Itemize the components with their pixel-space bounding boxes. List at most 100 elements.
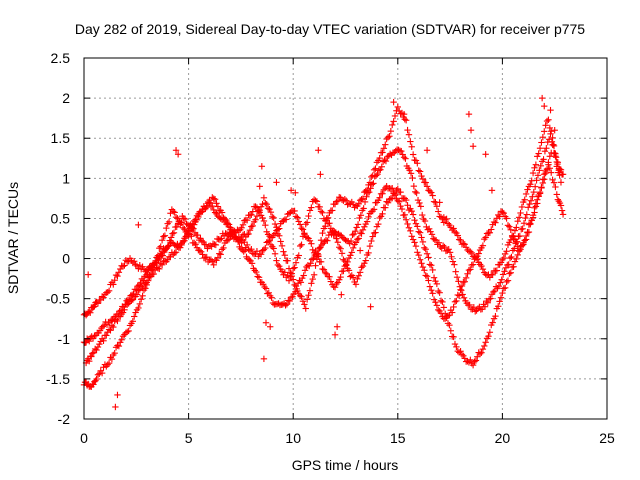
data-point bbox=[370, 166, 378, 174]
data-point bbox=[225, 236, 233, 243]
data-point bbox=[496, 298, 503, 305]
data-point bbox=[513, 255, 520, 263]
data-point bbox=[382, 141, 389, 148]
data-point bbox=[91, 332, 98, 340]
data-point bbox=[292, 189, 299, 196]
data-point bbox=[493, 267, 501, 274]
data-point bbox=[170, 229, 178, 237]
data-point bbox=[505, 261, 512, 268]
data-point bbox=[549, 134, 556, 142]
data-point bbox=[166, 237, 173, 244]
data-point bbox=[273, 179, 280, 186]
data-point bbox=[479, 242, 487, 249]
data-point bbox=[160, 233, 167, 240]
data-point bbox=[331, 284, 339, 291]
y-tick-label: 1 bbox=[62, 170, 70, 186]
data-point bbox=[406, 167, 413, 174]
data-point bbox=[258, 163, 266, 170]
data-point bbox=[253, 248, 261, 255]
data-point bbox=[359, 226, 367, 234]
data-point bbox=[362, 257, 369, 264]
data-point bbox=[511, 245, 518, 252]
data-point bbox=[405, 224, 413, 231]
data-point bbox=[534, 200, 541, 207]
data-point bbox=[441, 243, 448, 251]
data-point bbox=[202, 254, 209, 262]
data-point bbox=[363, 193, 370, 200]
data-point bbox=[129, 318, 137, 325]
data-point bbox=[425, 254, 432, 261]
data-point bbox=[167, 234, 175, 241]
data-point bbox=[94, 371, 102, 378]
data-point bbox=[485, 333, 492, 340]
data-point bbox=[293, 285, 300, 293]
data-point bbox=[273, 300, 281, 308]
data-point bbox=[372, 165, 379, 172]
data-point bbox=[523, 211, 531, 218]
data-point bbox=[412, 220, 420, 227]
data-point bbox=[269, 299, 277, 307]
data-point bbox=[354, 275, 361, 283]
data-point bbox=[389, 121, 396, 129]
data-point bbox=[115, 342, 123, 350]
data-point bbox=[246, 227, 254, 234]
data-point bbox=[188, 223, 195, 230]
data-point bbox=[384, 199, 392, 206]
data-point bbox=[545, 161, 552, 168]
data-point bbox=[170, 208, 177, 215]
data-point bbox=[333, 198, 340, 205]
data-point bbox=[447, 327, 454, 334]
data-point bbox=[292, 213, 300, 220]
data-point bbox=[281, 252, 289, 259]
data-point bbox=[397, 188, 404, 196]
data-point bbox=[264, 238, 272, 245]
data-point bbox=[111, 349, 118, 357]
data-point bbox=[361, 223, 368, 230]
data-point bbox=[550, 142, 558, 150]
data-point bbox=[163, 224, 170, 232]
data-point bbox=[121, 306, 128, 314]
data-point bbox=[291, 281, 298, 289]
data-point bbox=[429, 290, 436, 297]
data-point bbox=[503, 278, 510, 286]
data-point bbox=[253, 268, 260, 276]
data-point bbox=[535, 193, 542, 200]
data-point bbox=[188, 233, 195, 240]
data-point bbox=[262, 244, 269, 252]
data-point bbox=[538, 139, 545, 146]
y-tick-label: 2 bbox=[62, 90, 70, 106]
data-point bbox=[174, 215, 181, 222]
data-point bbox=[260, 194, 268, 201]
data-point bbox=[548, 138, 556, 145]
data-point bbox=[414, 223, 421, 230]
data-point bbox=[525, 204, 532, 211]
data-point bbox=[312, 262, 319, 269]
data-point bbox=[270, 245, 277, 252]
data-point bbox=[179, 238, 187, 246]
data-point bbox=[400, 154, 408, 161]
data-point bbox=[91, 303, 98, 310]
data-point bbox=[309, 246, 316, 254]
data-point bbox=[412, 242, 420, 250]
data-point bbox=[426, 283, 434, 290]
data-point bbox=[334, 197, 342, 205]
data-point bbox=[312, 197, 319, 204]
data-point bbox=[322, 236, 330, 244]
data-point bbox=[545, 116, 552, 123]
data-point bbox=[552, 154, 560, 161]
data-point bbox=[331, 331, 339, 338]
data-point bbox=[276, 263, 283, 270]
data-point bbox=[502, 264, 510, 272]
data-point bbox=[270, 214, 277, 222]
data-point bbox=[209, 240, 217, 247]
data-point bbox=[418, 172, 425, 180]
data-point bbox=[532, 161, 540, 168]
data-point bbox=[408, 233, 415, 240]
data-point bbox=[478, 349, 485, 356]
data-point bbox=[318, 241, 325, 249]
plot-frame bbox=[83, 57, 608, 420]
data-point bbox=[497, 294, 505, 301]
data-point bbox=[172, 213, 180, 221]
data-point bbox=[521, 237, 528, 244]
data-point bbox=[467, 266, 474, 273]
